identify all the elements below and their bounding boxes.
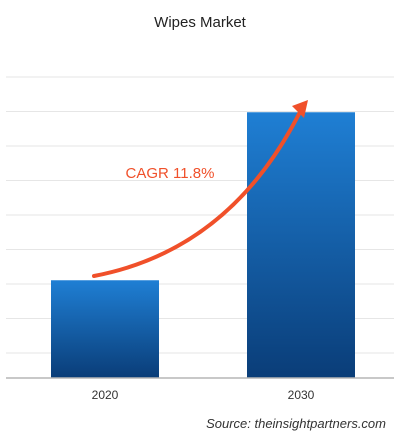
x-tick-labels: 2020 2030 <box>92 388 315 402</box>
bar-2020 <box>51 280 159 378</box>
chart-title: Wipes Market <box>154 14 247 31</box>
cagr-arrow <box>92 110 302 278</box>
bars <box>51 112 355 378</box>
source-note: Source: theinsightpartners.com <box>206 416 386 431</box>
x-tick-label-2020: 2020 <box>92 388 119 402</box>
cagr-arrow-head-icon <box>292 100 308 118</box>
bar-2030 <box>247 112 355 378</box>
cagr-annotation: CAGR 11.8% <box>126 165 215 182</box>
x-tick-label-2030: 2030 <box>288 388 315 402</box>
